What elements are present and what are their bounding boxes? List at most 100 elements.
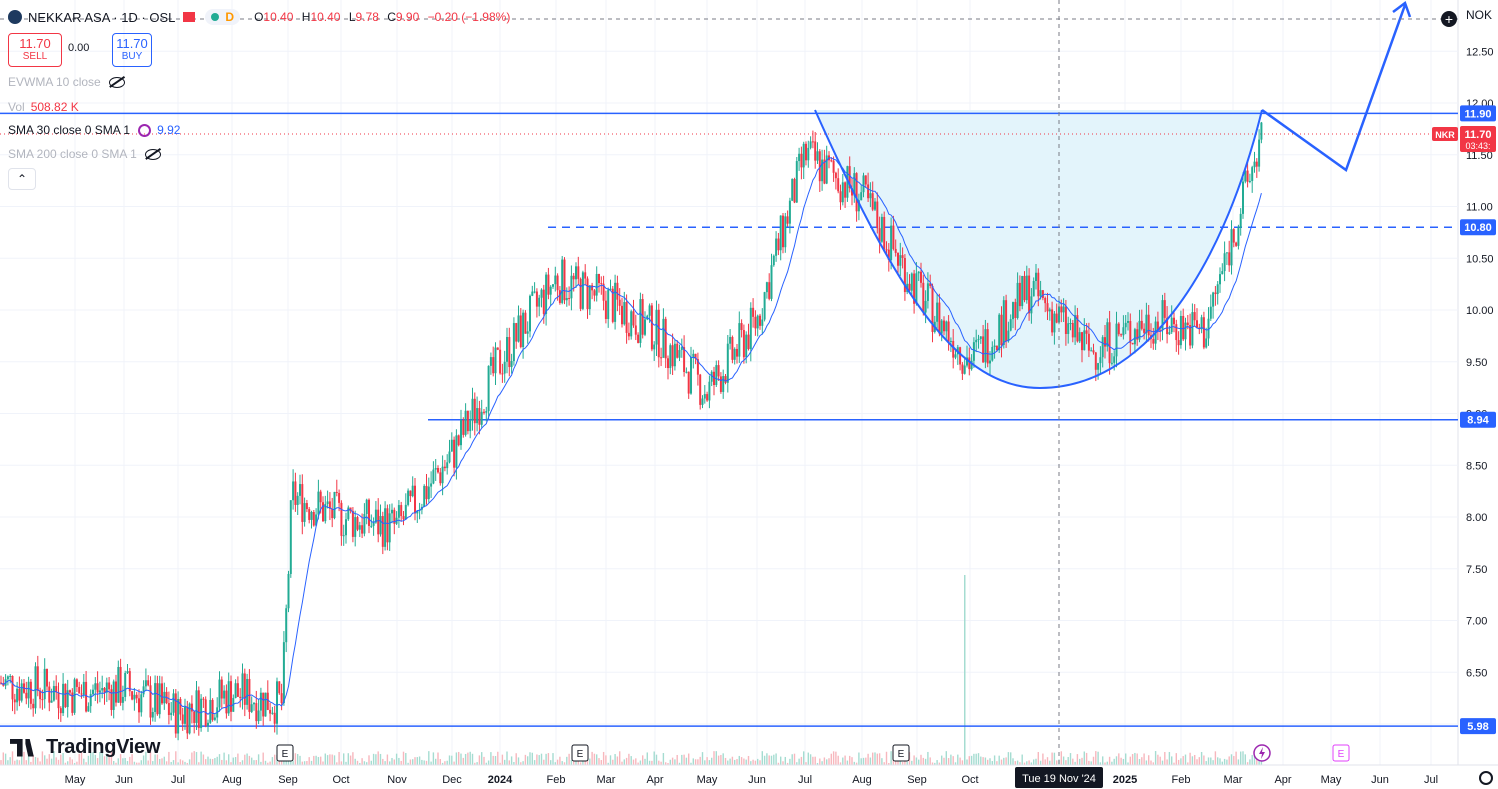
dividend-lightning-icon[interactable]: [1253, 744, 1271, 762]
candle: [239, 688, 242, 708]
candle: [108, 676, 111, 701]
buy-button[interactable]: 11.70 BUY: [112, 33, 152, 67]
volume-bar: [674, 759, 676, 765]
candle: [876, 192, 879, 234]
candle: [871, 181, 874, 212]
volume-bar: [782, 761, 784, 765]
volume-bar: [1246, 762, 1249, 765]
indicator-sma200[interactable]: SMA 200 close 0 SMA 1: [8, 147, 161, 161]
indicator-volume[interactable]: Vol 508.82 K: [8, 100, 79, 114]
volume-bar: [37, 757, 39, 765]
candle: [883, 211, 886, 253]
candle: [328, 492, 331, 521]
candle: [331, 497, 334, 528]
candle: [936, 293, 939, 331]
collapse-legend-button[interactable]: ⌃: [8, 168, 36, 190]
candle: [25, 681, 28, 705]
candle: [299, 474, 301, 505]
volume-bar: [188, 759, 191, 765]
price-level-tag[interactable]: 8.94: [1460, 411, 1496, 428]
volume-bar: [239, 761, 241, 765]
candle: [269, 702, 272, 722]
candle: [354, 510, 357, 547]
price-level-tag[interactable]: 5.98: [1460, 718, 1496, 735]
candle: [464, 403, 467, 437]
candle: [966, 345, 968, 368]
candle: [687, 371, 690, 399]
volume-bar: [1108, 756, 1111, 765]
volume-bar: [717, 755, 720, 765]
candle: [864, 175, 867, 188]
x-tick-label: Mar: [597, 774, 616, 786]
volume-bar: [970, 755, 973, 765]
candle: [630, 309, 633, 340]
volume-bar: [418, 756, 421, 765]
volume-bar: [1014, 761, 1016, 765]
price-level-tag[interactable]: 11.90: [1460, 105, 1496, 122]
volume-bar: [290, 759, 292, 765]
projection-arrow[interactable]: [1261, 0, 1412, 172]
currency-label[interactable]: NOK: [1466, 8, 1493, 22]
candle: [1039, 280, 1042, 300]
candle: [292, 469, 295, 510]
volume-bar: [1120, 757, 1122, 765]
volume-bar: [18, 760, 21, 765]
sync-icon[interactable]: [138, 123, 152, 137]
market-status-pill[interactable]: D: [205, 9, 241, 25]
candle: [545, 272, 548, 326]
symbol-title[interactable]: NEKKAR ASA · 1D · OSL: [28, 9, 176, 25]
indicator-evwma[interactable]: EVWMA 10 close: [8, 75, 125, 89]
volume-bar: [168, 751, 170, 765]
volume-bar: [690, 762, 692, 765]
volume-bar: [1033, 759, 1035, 765]
volume-bar: [964, 575, 966, 765]
candle: [938, 293, 941, 337]
y-tick-label: 6.50: [1466, 667, 1487, 679]
sell-button[interactable]: 11.70 SELL: [8, 33, 62, 67]
candle: [64, 683, 67, 709]
earnings-marker[interactable]: E: [276, 744, 294, 762]
price-level-tag[interactable]: 10.80: [1460, 219, 1496, 236]
candle: [667, 355, 669, 380]
volume-bar: [338, 751, 340, 765]
candle: [1090, 347, 1093, 352]
hidden-eye-icon[interactable]: [108, 76, 125, 88]
volume-bar: [828, 758, 830, 765]
volume-bar: [646, 752, 648, 765]
candle: [407, 488, 410, 507]
volume-bar: [543, 759, 545, 765]
volume-bar: [1219, 758, 1221, 765]
volume-bar: [561, 761, 563, 765]
indicator-sma30[interactable]: SMA 30 close 0 SMA 1 9.92: [8, 123, 181, 137]
volume-bar: [658, 760, 660, 765]
volume-bar: [1203, 755, 1205, 765]
volume-bar: [688, 753, 690, 765]
candle: [779, 215, 782, 261]
volume-bar: [1023, 762, 1026, 765]
cup-curve[interactable]: [814, 109, 1263, 390]
volume-bar: [294, 753, 297, 765]
volume-bar: [87, 755, 90, 765]
flag-icon[interactable]: [183, 12, 196, 22]
candle: [1055, 303, 1058, 324]
candle: [1021, 275, 1024, 310]
hidden-eye-icon[interactable]: [144, 148, 161, 160]
volume-bar: [1230, 754, 1233, 765]
settings-gear-icon[interactable]: [1479, 771, 1493, 785]
earnings-marker[interactable]: E: [571, 744, 589, 762]
candle: [1214, 285, 1217, 306]
volume-bar: [253, 760, 255, 765]
earnings-marker[interactable]: E: [1332, 744, 1350, 762]
earnings-marker[interactable]: E: [892, 744, 910, 762]
volume-bar: [1157, 754, 1159, 765]
volume-bar: [665, 762, 667, 765]
volume-bar: [386, 754, 389, 765]
candle: [586, 276, 589, 319]
candle: [805, 141, 807, 166]
candle: [62, 673, 65, 716]
candle: [890, 217, 893, 270]
add-plus-icon[interactable]: +: [1441, 11, 1457, 27]
volume-bar: [568, 753, 570, 765]
